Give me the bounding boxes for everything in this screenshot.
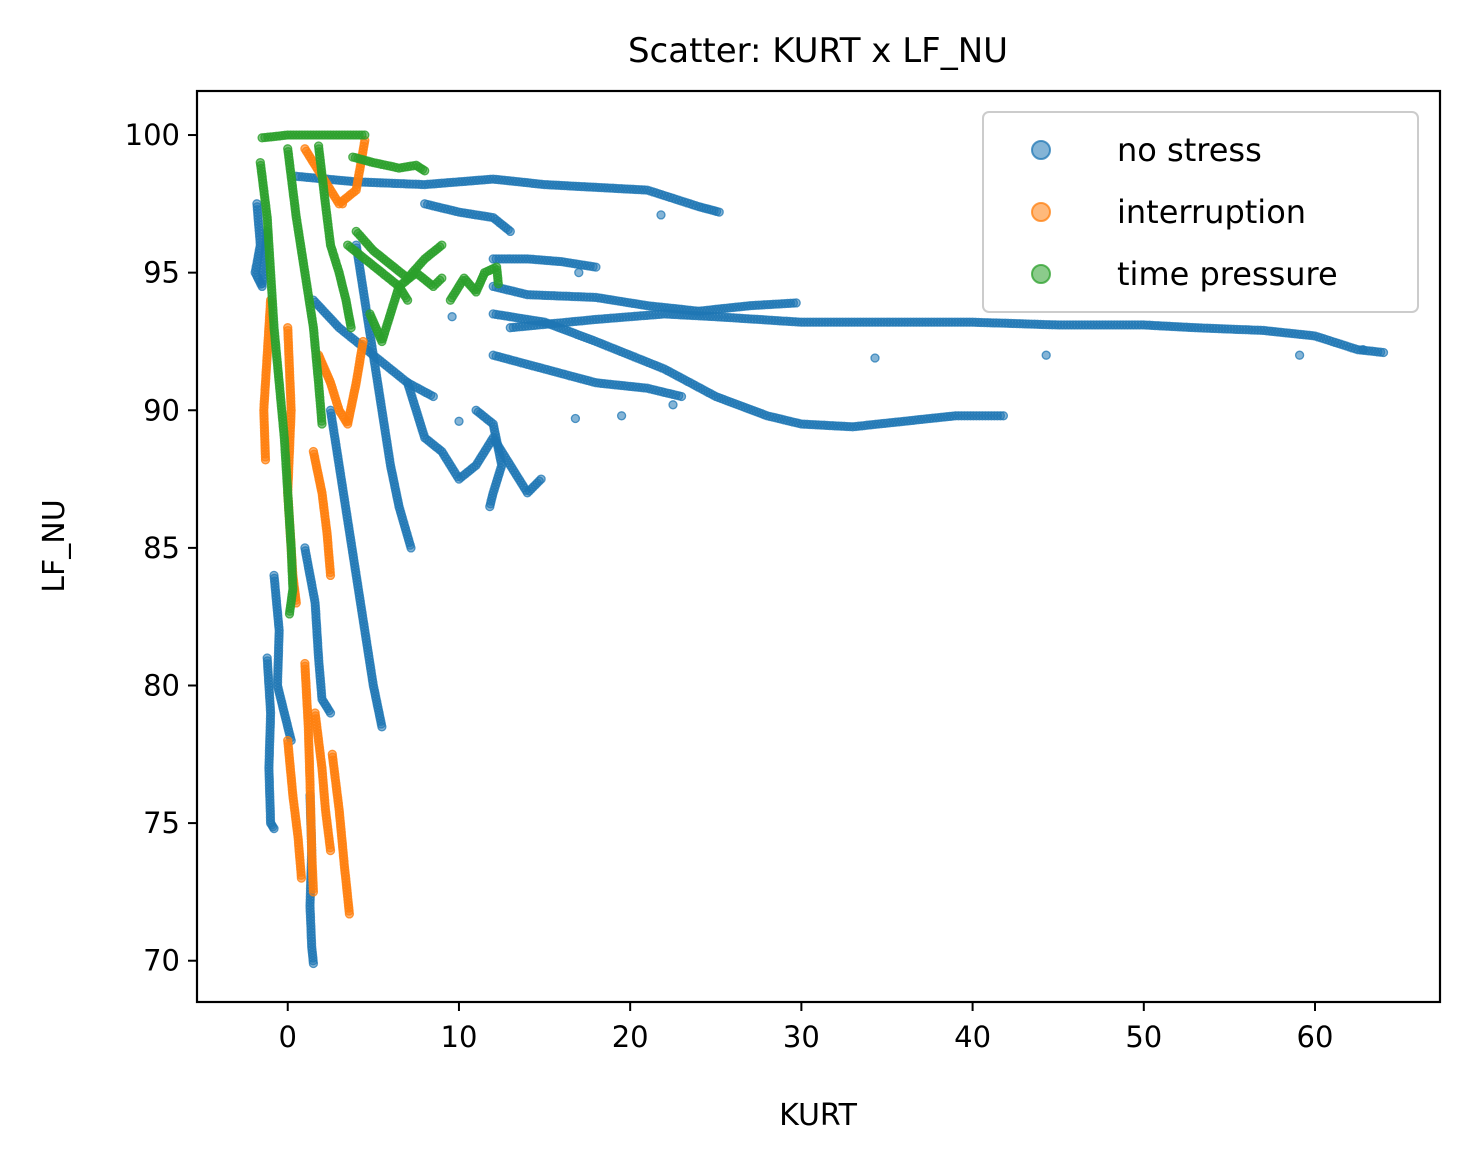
data-point <box>420 166 430 176</box>
data-point <box>344 909 355 919</box>
data-point <box>402 295 413 305</box>
x-tick-label: 10 <box>441 1020 478 1054</box>
x-tick-label: 0 <box>279 1020 297 1054</box>
y-tick-label: 85 <box>143 531 180 565</box>
data-point <box>668 400 678 410</box>
legend-box <box>982 111 1419 313</box>
data-point <box>437 240 447 250</box>
legend-marker <box>1031 140 1051 160</box>
data-point <box>485 501 495 512</box>
legend-marker <box>1031 264 1051 284</box>
data-point <box>1358 345 1368 355</box>
data-point <box>325 708 336 718</box>
data-point <box>325 570 336 581</box>
data-point <box>296 873 307 883</box>
data-point <box>308 887 319 897</box>
data-point <box>308 958 319 969</box>
series-time-pressure <box>255 130 503 619</box>
data-point <box>358 336 368 347</box>
legend-label: time pressure <box>1117 255 1338 293</box>
data-point <box>454 416 464 426</box>
data-point <box>714 207 724 217</box>
data-point <box>570 413 581 424</box>
data-point <box>360 130 370 140</box>
data-point <box>284 609 295 619</box>
y-tick-label: 70 <box>143 944 180 978</box>
legend: no stress interruption time pressure <box>982 111 1419 313</box>
data-point <box>536 474 546 484</box>
data-point <box>377 722 387 732</box>
data-point <box>317 419 327 429</box>
data-point <box>505 226 515 237</box>
data-point <box>591 262 601 272</box>
x-tick-label: 30 <box>783 1020 820 1054</box>
x-axis: 0 10 20 30 40 50 60 <box>279 1002 1334 1054</box>
chart-title: Scatter: KURT x LF_NU <box>628 31 1008 71</box>
data-point <box>1294 350 1305 360</box>
legend-label: no stress <box>1117 131 1262 169</box>
legend-marker <box>1031 202 1051 222</box>
data-point <box>493 279 503 289</box>
y-axis-label: LF_NU <box>37 499 72 592</box>
data-point <box>791 298 801 308</box>
x-tick-label: 40 <box>954 1020 991 1054</box>
y-tick-label: 95 <box>143 256 180 290</box>
data-point <box>998 411 1009 421</box>
y-axis: 70 75 80 85 90 95 100 <box>125 118 197 978</box>
plot-frame <box>195 89 1442 1004</box>
legend-label: interruption <box>1117 193 1306 231</box>
data-point <box>437 273 447 283</box>
data-point <box>870 353 880 363</box>
data-point <box>337 199 348 209</box>
y-tick-label: 75 <box>143 806 180 840</box>
data-point <box>1378 347 1389 358</box>
data-point <box>269 823 279 834</box>
x-tick-label: 60 <box>1297 1020 1334 1054</box>
data-point <box>428 391 438 402</box>
data-point <box>656 210 666 220</box>
data-point <box>574 267 584 278</box>
y-tick-label: 80 <box>143 668 180 702</box>
x-axis-label: KURT <box>779 1098 857 1133</box>
data-point <box>325 845 336 856</box>
x-tick-label: 20 <box>612 1020 649 1054</box>
data-point <box>260 455 271 465</box>
data-point <box>346 323 356 333</box>
data-point <box>406 543 416 553</box>
data-point <box>676 391 687 402</box>
data-point <box>1041 350 1051 360</box>
points-layer <box>250 130 1389 969</box>
y-tick-label: 100 <box>125 118 180 152</box>
data-point <box>616 411 627 421</box>
x-tick-label: 50 <box>1125 1020 1162 1054</box>
data-point <box>447 312 457 322</box>
y-tick-label: 90 <box>143 393 180 427</box>
